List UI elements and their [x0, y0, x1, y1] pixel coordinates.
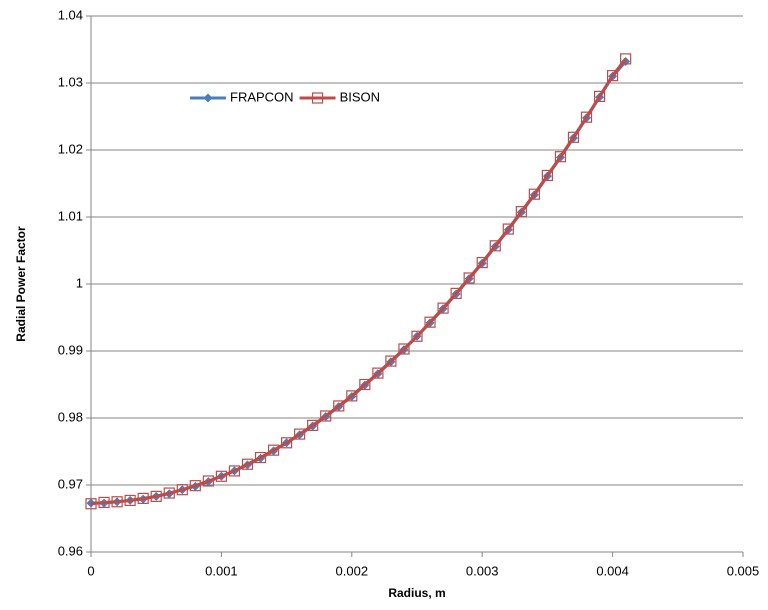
- marker: [489, 240, 501, 252]
- legend-marker: [311, 92, 324, 104]
- x-axis-title: Radius, m: [388, 586, 445, 600]
- marker: [150, 490, 162, 502]
- y-tick-label: 0.98: [58, 409, 83, 424]
- marker: [346, 390, 358, 402]
- marker: [294, 428, 306, 440]
- y-tick-label: 0.99: [58, 342, 83, 357]
- marker: [476, 256, 488, 269]
- legend-label: BISON: [340, 89, 380, 104]
- marker: [241, 458, 254, 470]
- marker: [267, 444, 280, 456]
- y-tick-label: 1.02: [58, 141, 83, 156]
- marker: [85, 498, 97, 510]
- marker: [567, 131, 580, 143]
- marker: [541, 169, 554, 182]
- y-tick-label: 1.03: [58, 74, 83, 89]
- marker: [580, 111, 593, 123]
- marker: [281, 437, 293, 449]
- marker: [385, 355, 397, 367]
- series-line: [90, 57, 627, 506]
- marker: [411, 330, 423, 342]
- marker: [189, 480, 201, 492]
- y-axis-title: Radial Power Factor: [14, 226, 28, 342]
- marker: [124, 494, 136, 507]
- y-tick-label: 0.97: [58, 476, 83, 491]
- y-tick-label: 0.96: [58, 543, 83, 558]
- marker: [202, 475, 214, 487]
- marker: [372, 367, 384, 379]
- marker: [620, 53, 632, 65]
- marker: [215, 470, 227, 482]
- marker: [450, 287, 462, 299]
- marker: [606, 70, 619, 82]
- series-line: [91, 60, 627, 505]
- marker: [424, 316, 436, 328]
- marker: [176, 484, 188, 496]
- legend-marker: [203, 93, 213, 103]
- marker: [163, 487, 175, 499]
- marker: [333, 400, 345, 412]
- x-tick-label: 0.002: [336, 563, 369, 578]
- marker: [98, 496, 110, 509]
- x-tick-label: 0.005: [727, 563, 760, 578]
- marker: [111, 496, 123, 508]
- marker: [515, 206, 527, 218]
- marker: [437, 302, 449, 314]
- marker: [359, 378, 371, 391]
- marker: [398, 343, 410, 355]
- marker: [502, 223, 514, 235]
- x-tick-label: 0.004: [596, 563, 629, 578]
- y-tick-label: 1.04: [58, 7, 83, 22]
- marker: [554, 151, 567, 163]
- x-tick-label: 0.003: [466, 563, 499, 578]
- y-tick-label: 1.01: [58, 208, 83, 223]
- marker: [528, 188, 540, 200]
- y-tick-label: 1: [76, 275, 83, 290]
- legend-label: FRAPCON: [230, 89, 294, 104]
- marker: [307, 419, 319, 431]
- x-tick-label: 0: [87, 563, 94, 578]
- marker: [137, 492, 149, 504]
- marker: [254, 451, 267, 464]
- marker: [463, 272, 475, 284]
- marker: [593, 90, 606, 103]
- marker: [320, 410, 332, 422]
- x-tick-label: 0.001: [205, 563, 238, 578]
- marker: [228, 465, 241, 477]
